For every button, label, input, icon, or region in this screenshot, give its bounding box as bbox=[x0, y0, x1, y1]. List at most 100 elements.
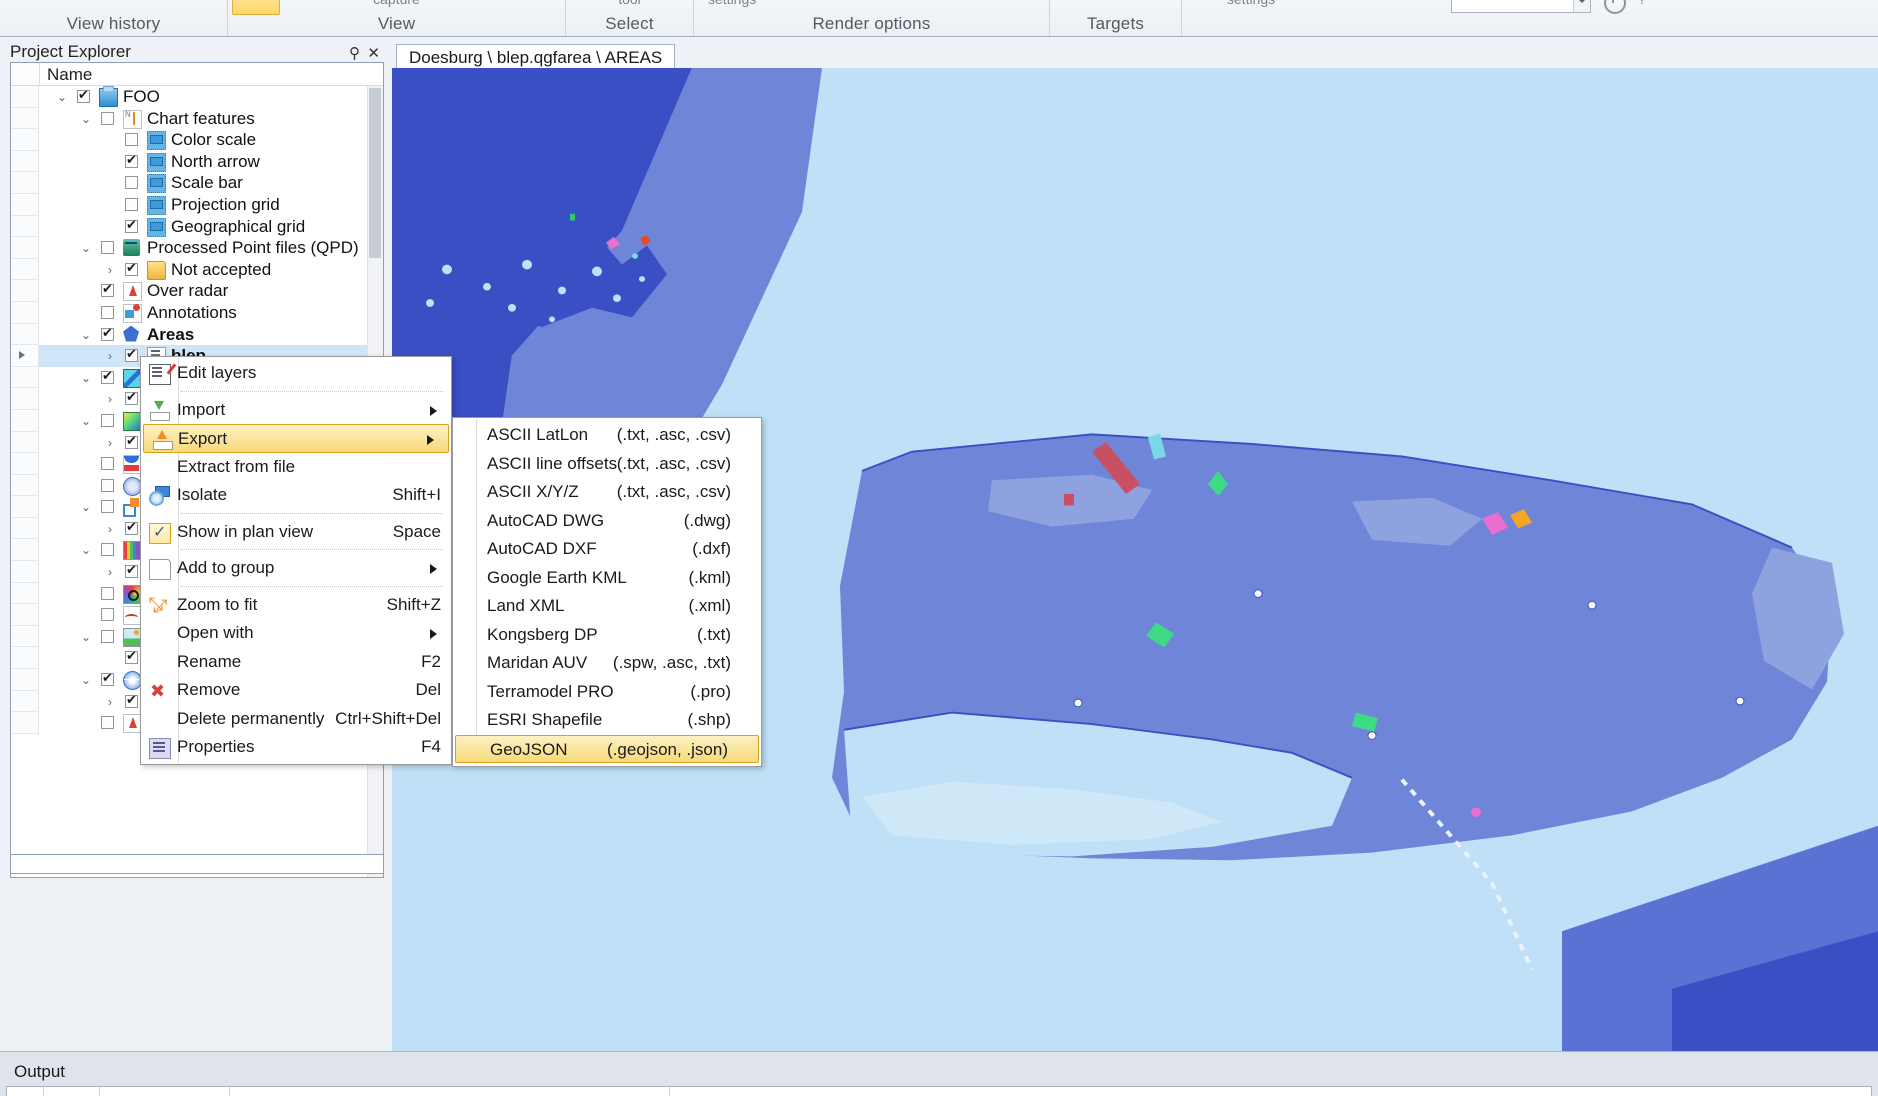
tree-row-checkbox[interactable] bbox=[125, 133, 138, 147]
output-grid-col-3 bbox=[99, 1087, 230, 1096]
menu-item-import[interactable]: Import bbox=[141, 396, 451, 425]
export-item-maridan-auv[interactable]: Maridan AUV (.spw, .asc, .txt) bbox=[453, 649, 761, 678]
tree-expander-icon[interactable]: › bbox=[108, 392, 112, 407]
tree-row-checkbox[interactable] bbox=[101, 413, 114, 427]
view-color-swatch[interactable] bbox=[232, 0, 280, 15]
tree-row-checkbox[interactable] bbox=[101, 241, 114, 255]
tree-row[interactable]: Color scale bbox=[11, 129, 383, 151]
tree-row[interactable]: North arrow bbox=[11, 150, 383, 173]
tree-expander-icon[interactable]: ⌄ bbox=[56, 90, 68, 104]
tree-row[interactable]: Scale bar bbox=[11, 172, 383, 194]
tree-row-label: Processed Point files (QPD) bbox=[147, 238, 359, 258]
tree-expander-icon[interactable]: › bbox=[108, 435, 112, 450]
export-item-geojson[interactable]: GeoJSON (.geojson, .json) bbox=[455, 734, 759, 763]
tree-expander-icon[interactable]: › bbox=[108, 521, 112, 536]
tree-row-checkbox[interactable] bbox=[125, 152, 138, 168]
tree-row-checkbox[interactable] bbox=[101, 478, 114, 492]
export-item-esri-shapefile[interactable]: ESRI Shapefile (.shp) bbox=[453, 706, 761, 735]
tree-expander-icon[interactable]: ⌄ bbox=[80, 673, 92, 688]
export-item-autocad-dwg[interactable]: AutoCAD DWG (.dwg) bbox=[453, 507, 761, 536]
menu-item-export[interactable]: Export bbox=[143, 424, 449, 453]
menu-item-label: Zoom to fit bbox=[177, 594, 258, 614]
tree-expander-icon[interactable]: ⌄ bbox=[80, 500, 92, 515]
menu-item-label: Edit layers bbox=[177, 363, 257, 382]
tree-row-checkbox[interactable] bbox=[101, 500, 114, 514]
tree-expander-icon[interactable]: ⌄ bbox=[80, 543, 92, 558]
tree-row-checkbox[interactable] bbox=[125, 692, 138, 708]
tree-row[interactable]: ⌄ Chart features bbox=[11, 107, 383, 130]
tree-row-checkbox[interactable] bbox=[125, 260, 138, 276]
menu-item-rename[interactable]: Rename F2 bbox=[141, 648, 451, 677]
menu-item-extract-from-file[interactable]: Extract from file bbox=[141, 453, 451, 482]
tree-row-checkbox[interactable] bbox=[101, 586, 114, 600]
export-item-land-xml[interactable]: Land XML (.xml) bbox=[453, 592, 761, 621]
tree-row-checkbox[interactable] bbox=[101, 325, 114, 341]
tree-row-checkbox[interactable] bbox=[125, 519, 138, 535]
menu-item-properties[interactable]: Properties F4 bbox=[141, 733, 451, 762]
export-item-ascii-latlon[interactable]: ASCII LatLon (.txt, .asc, .csv) bbox=[453, 421, 761, 450]
depth-icon bbox=[123, 455, 142, 475]
tree-row-checkbox[interactable] bbox=[125, 217, 138, 233]
tree-row-checkbox[interactable] bbox=[101, 716, 114, 730]
export-item-terramodel-pro[interactable]: Terramodel PRO (.pro) bbox=[453, 678, 761, 707]
tree-expander-icon[interactable]: ⌄ bbox=[80, 111, 92, 126]
tree-row-checkbox[interactable] bbox=[125, 648, 138, 665]
menu-item-isolate[interactable]: Isolate Shift+I bbox=[141, 481, 451, 510]
tree-expander-icon[interactable]: ⌄ bbox=[80, 370, 92, 385]
export-item-google-earth-kml[interactable]: Google Earth KML (.kml) bbox=[453, 564, 761, 593]
close-icon[interactable]: ✕ bbox=[367, 45, 380, 62]
tree-expander-icon[interactable]: ⌄ bbox=[80, 629, 92, 644]
layer-context-menu[interactable]: Edit layers Import Export Extract from file… bbox=[140, 356, 452, 765]
export-item-ascii-x-y-z[interactable]: ASCII X/Y/Z (.txt, .asc, .csv) bbox=[453, 478, 761, 507]
tree-row[interactable]: › Not accepted bbox=[11, 258, 383, 281]
tree-row[interactable]: Over radar bbox=[11, 280, 383, 302]
tree-expander-icon[interactable]: › bbox=[108, 349, 112, 364]
tab-doesburg-blep-areas[interactable]: Doesburg \ blep.qgfarea \ AREAS bbox=[396, 44, 676, 69]
tree-row-checkbox[interactable] bbox=[125, 346, 138, 363]
tree-scrollbar-thumb[interactable] bbox=[369, 88, 381, 258]
tree-row-checkbox[interactable] bbox=[125, 176, 138, 190]
tree-row[interactable]: ⌄ FOO bbox=[11, 86, 383, 108]
menu-item-add-to-group[interactable]: Add to group bbox=[141, 554, 451, 583]
tree-expander-icon[interactable]: ⌄ bbox=[80, 413, 92, 428]
render-settings-combobox[interactable] bbox=[1451, 0, 1591, 13]
menu-item-show-in-plan-view[interactable]: Show in plan view Space bbox=[141, 518, 451, 547]
export-submenu[interactable]: ASCII LatLon (.txt, .asc, .csv) ASCII line… bbox=[452, 417, 762, 767]
tree-expander-icon[interactable]: › bbox=[108, 694, 112, 709]
tree-row-checkbox[interactable] bbox=[101, 305, 114, 319]
tree-row-checkbox[interactable] bbox=[101, 457, 114, 471]
menu-item-delete-permanently[interactable]: Delete permanently Ctrl+Shift+Del bbox=[141, 705, 451, 734]
tree-row-checkbox[interactable] bbox=[101, 543, 114, 557]
help-icon[interactable] bbox=[1604, 0, 1626, 14]
menu-item-open-with[interactable]: Open with bbox=[141, 619, 451, 648]
tree-row-checkbox[interactable] bbox=[125, 433, 138, 449]
tree-row-checkbox[interactable] bbox=[101, 368, 114, 384]
pin-icon[interactable]: ⚲ bbox=[349, 45, 360, 62]
tree-row-checkbox[interactable] bbox=[101, 608, 114, 622]
tree-row[interactable]: ⌄ Processed Point files (QPD) bbox=[11, 237, 383, 259]
tree-row-checkbox[interactable] bbox=[101, 670, 114, 687]
tree-row-checkbox[interactable] bbox=[101, 281, 114, 298]
tree-expander-icon[interactable]: ⌄ bbox=[80, 241, 92, 256]
tree-row-checkbox[interactable] bbox=[101, 629, 114, 643]
menu-item-zoom-to-fit[interactable]: Zoom to fit Shift+Z bbox=[141, 591, 451, 621]
export-item-autocad-dxf[interactable]: AutoCAD DXF (.dxf) bbox=[453, 535, 761, 564]
tree-row-checkbox[interactable] bbox=[77, 87, 90, 103]
export-item-ascii-line-offsets[interactable]: ASCII line offsets (.txt, .asc, .csv) bbox=[453, 450, 761, 479]
tree-row-checkbox[interactable] bbox=[125, 389, 138, 406]
tree-row[interactable]: Geographical grid bbox=[11, 215, 383, 238]
tree-row-checkbox[interactable] bbox=[101, 111, 114, 125]
chevron-down-icon[interactable] bbox=[1573, 0, 1590, 12]
tree-row[interactable]: ⌄ Areas bbox=[11, 323, 383, 346]
export-item-label: AutoCAD DWG bbox=[487, 510, 605, 530]
tree-row[interactable]: Annotations bbox=[11, 301, 383, 324]
menu-item-edit-layers[interactable]: Edit layers bbox=[141, 359, 451, 388]
tree-expander-icon[interactable]: ⌄ bbox=[80, 327, 92, 342]
export-item-kongsberg-dp[interactable]: Kongsberg DP (.txt) bbox=[453, 621, 761, 650]
menu-item-remove[interactable]: Remove Del bbox=[141, 676, 451, 706]
tree-expander-icon[interactable]: › bbox=[108, 565, 112, 580]
tree-expander-icon[interactable]: › bbox=[108, 262, 112, 277]
tree-row[interactable]: Projection grid bbox=[11, 193, 383, 216]
tree-row-checkbox[interactable] bbox=[125, 197, 138, 211]
tree-row-checkbox[interactable] bbox=[125, 562, 138, 579]
